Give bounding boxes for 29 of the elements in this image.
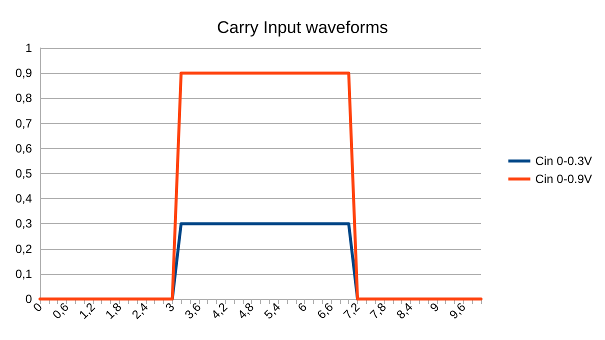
x-tick-label: 0,6 [50, 300, 72, 322]
x-tick-label: 9 [427, 300, 442, 315]
x-tick-label: 5,4 [261, 300, 284, 322]
x-tick-label: 3,6 [182, 300, 204, 322]
x-tick-label: 1,8 [102, 300, 125, 322]
chart-title: Carry Input waveforms [217, 18, 388, 37]
y-tick-label: 0,1 [15, 266, 32, 281]
x-tick-label: 7,2 [340, 300, 363, 322]
y-tick-label: 0,5 [15, 166, 32, 180]
y-tick-label: 1 [25, 41, 32, 55]
y-tick-label: 0,4 [15, 192, 32, 206]
x-tick-label: 6,6 [314, 300, 336, 322]
y-tick-label: 0,3 [15, 216, 32, 231]
x-tick-label: 1,2 [76, 300, 98, 322]
x-tick-label: 9,6 [446, 300, 469, 322]
x-tick-label: 7,8 [367, 300, 390, 322]
x-tick-label: 4,2 [208, 300, 230, 322]
y-tick-label: 0,7 [15, 116, 32, 130]
x-tick-label: 4,8 [234, 300, 257, 322]
x-tick-label: 6 [294, 300, 310, 315]
y-tick-label: 0,9 [15, 66, 32, 80]
x-tick-label: 8,4 [394, 300, 416, 322]
y-tick-label: 0,6 [15, 141, 32, 156]
y-tick-label: 0,2 [15, 242, 32, 256]
x-tick-label: 3 [162, 300, 178, 315]
y-tick-label: 0,8 [15, 91, 32, 106]
legend-label: Cin 0-0.3V [535, 154, 592, 168]
x-tick-label: 2,4 [129, 300, 152, 322]
legend-label: Cin 0-0.9V [535, 172, 592, 186]
